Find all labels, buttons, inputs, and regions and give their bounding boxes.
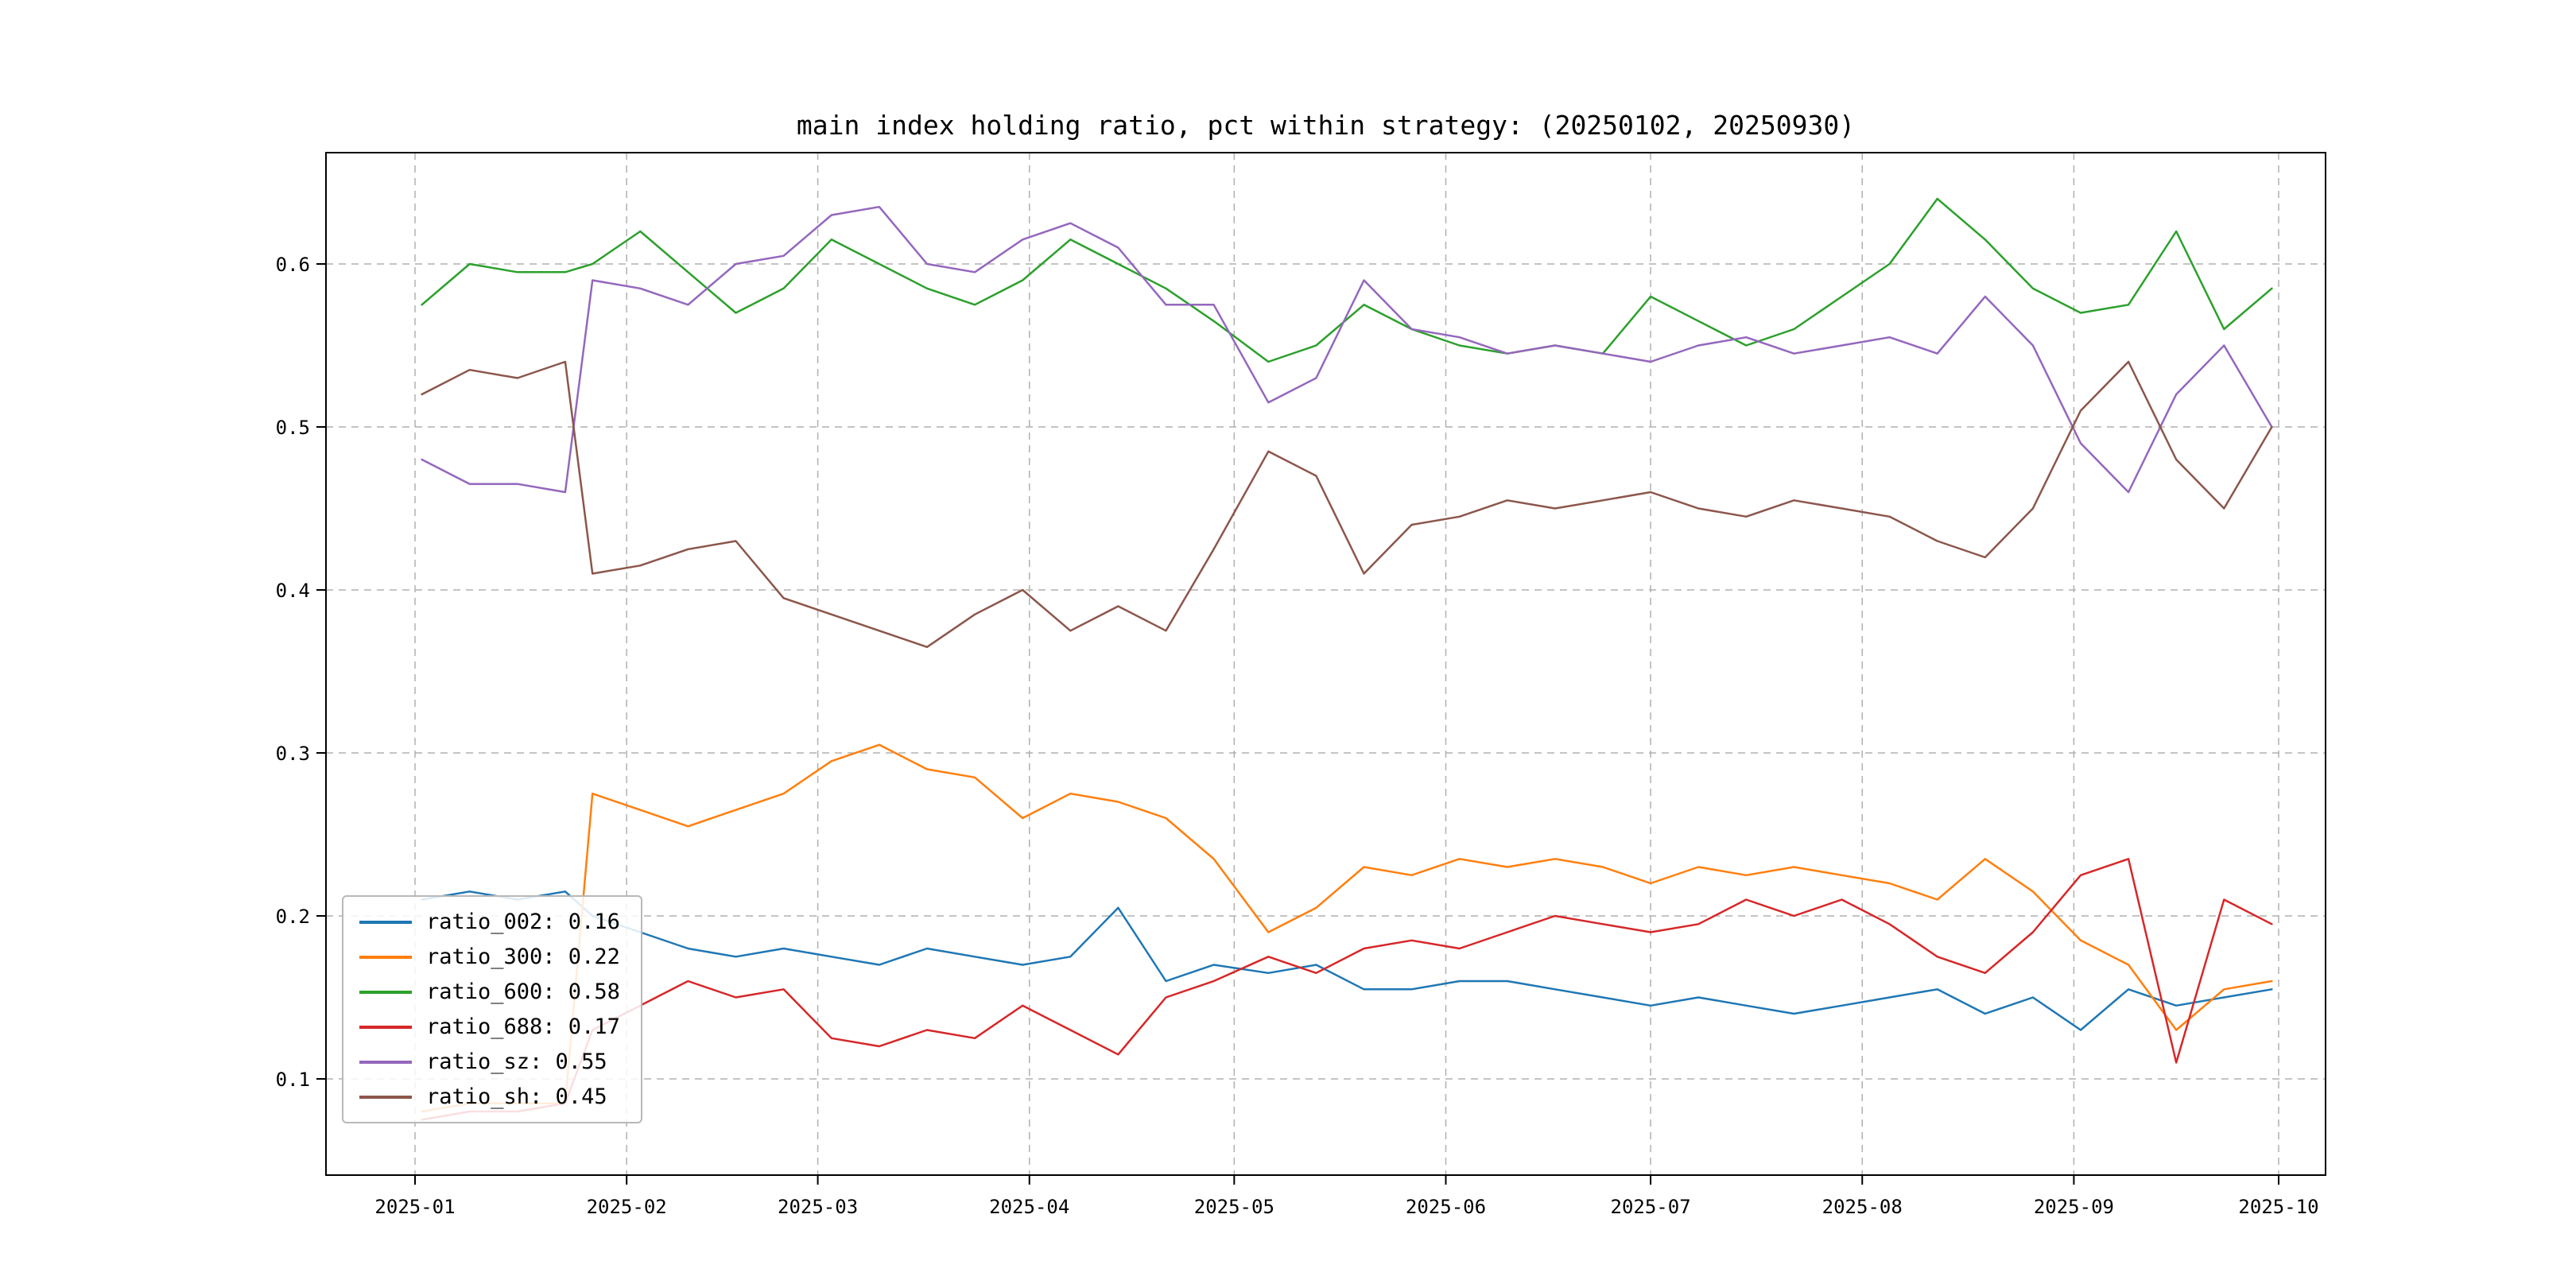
x-tick-label: 2025-04	[989, 1196, 1069, 1218]
chart-title: main index holding ratio, pct within str…	[796, 110, 1856, 141]
legend-item: ratio_sh: 0.45	[359, 1084, 620, 1109]
legend-line-swatch	[359, 920, 412, 924]
series-line-ratio_sz	[421, 205, 2273, 494]
series-line-ratio_688	[421, 858, 2273, 1121]
legend-item-label: ratio_300: 0.22	[426, 945, 620, 969]
y-tick-label: 0.2	[276, 906, 310, 928]
y-tick-label: 0.3	[276, 743, 310, 765]
legend-line-swatch	[359, 1095, 412, 1099]
y-tick-label: 0.4	[276, 580, 310, 602]
series-line-ratio_600	[421, 197, 2273, 363]
legend-item-label: ratio_688: 0.17	[426, 1014, 620, 1039]
series-line-ratio_300	[421, 743, 2273, 1113]
legend-line-swatch	[359, 1060, 412, 1064]
y-tick-label: 0.6	[276, 254, 310, 276]
x-tick-label: 2025-05	[1194, 1196, 1274, 1218]
legend-item: ratio_002: 0.16	[359, 910, 620, 934]
x-tick-label: 2025-10	[2238, 1196, 2318, 1218]
legend-line-swatch	[359, 955, 412, 959]
legend-item: ratio_300: 0.22	[359, 945, 620, 969]
y-tick-label: 0.5	[276, 417, 310, 439]
legend: ratio_002: 0.16 ratio_300: 0.22 ratio_60…	[342, 895, 642, 1123]
legend-item-label: ratio_sh: 0.45	[426, 1084, 607, 1109]
x-tick-label: 2025-09	[2034, 1196, 2114, 1218]
x-tick-label: 2025-06	[1406, 1196, 1486, 1218]
series-line-ratio_sh	[421, 360, 2273, 649]
legend-item: ratio_600: 0.58	[359, 980, 620, 1004]
legend-item-label: ratio_600: 0.58	[426, 980, 620, 1004]
y-tick-label: 0.1	[276, 1069, 310, 1091]
x-tick-label: 2025-08	[1822, 1196, 1903, 1218]
legend-item-label: ratio_sz: 0.55	[426, 1049, 607, 1074]
plot-border	[325, 152, 2326, 1176]
x-tick-label: 2025-01	[374, 1196, 455, 1218]
legend-line-swatch	[359, 1025, 412, 1029]
series-line-ratio_002	[421, 890, 2273, 1031]
legend-item-label: ratio_002: 0.16	[426, 910, 620, 934]
legend-item: ratio_688: 0.17	[359, 1014, 620, 1039]
x-tick-label: 2025-03	[778, 1196, 858, 1218]
x-tick-label: 2025-02	[587, 1196, 667, 1218]
legend-line-swatch	[359, 990, 412, 994]
x-tick-label: 2025-07	[1611, 1196, 1691, 1218]
legend-item: ratio_sz: 0.55	[359, 1049, 620, 1074]
